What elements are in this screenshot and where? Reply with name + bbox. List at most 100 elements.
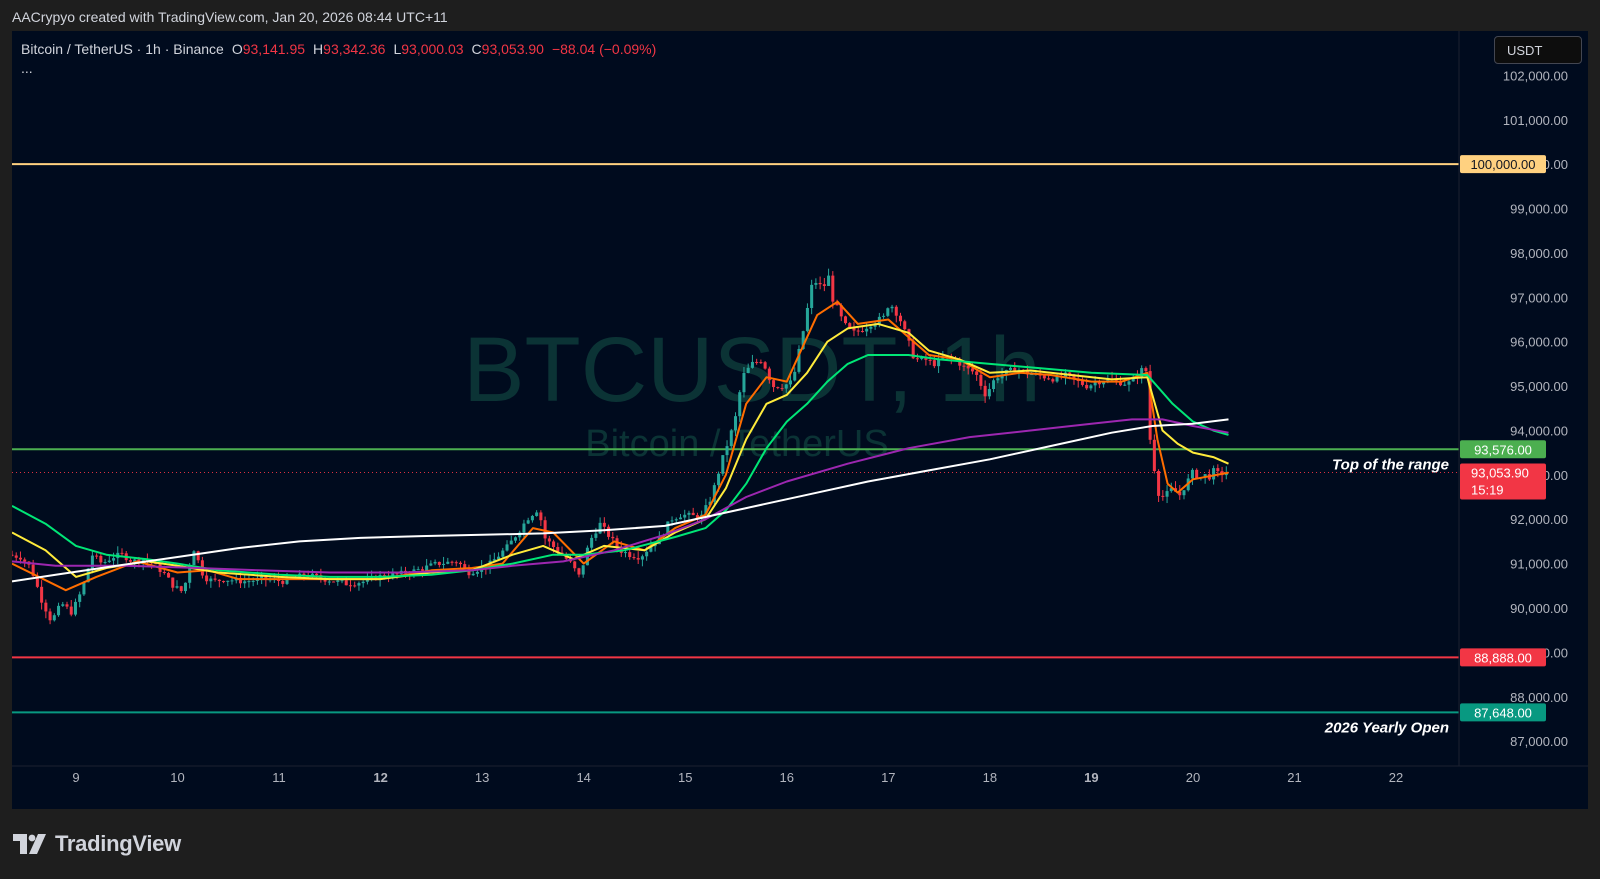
candle-body <box>238 577 242 584</box>
candle-body <box>607 526 611 537</box>
candle-body <box>1119 380 1123 386</box>
legend-low: 93,000.03 <box>401 41 464 57</box>
candle-body <box>44 602 48 612</box>
time-axis[interactable]: 9 10 11 12 13 14 15 16 17 18 19 20 21 22 <box>12 765 1588 785</box>
candle-body <box>996 378 1000 381</box>
time-tick-label: 11 <box>272 770 286 785</box>
chart-watermark: BTCUSDT, 1h Bitcoin / TetherUS <box>463 319 1041 465</box>
tradingview-icon <box>13 834 46 854</box>
candle-body <box>1144 368 1148 372</box>
candle-body <box>35 575 39 587</box>
candle-body <box>1195 469 1199 479</box>
candle-body <box>695 515 699 519</box>
legend-more-button[interactable]: ... <box>21 60 33 76</box>
candle-body <box>1042 375 1046 379</box>
candle-body <box>640 556 644 560</box>
candle-body <box>712 485 716 502</box>
candle-body <box>226 580 230 582</box>
candle-body <box>31 564 35 576</box>
candle-body <box>128 560 132 562</box>
candle-body <box>869 326 873 329</box>
candle-body <box>691 512 695 516</box>
candle-body <box>746 367 750 373</box>
candle-body <box>395 573 399 575</box>
candle-body <box>598 522 602 534</box>
last-price-badge <box>1460 463 1546 500</box>
candle-body <box>882 315 886 317</box>
candle-body <box>69 606 73 615</box>
candle-body <box>1178 491 1182 496</box>
candle-body <box>230 580 234 582</box>
candle-body <box>903 321 907 330</box>
candle-body <box>911 340 915 359</box>
candle-body <box>915 358 919 360</box>
candle-body <box>729 430 733 447</box>
candle-body <box>1000 374 1004 379</box>
candle-body <box>704 505 708 515</box>
candle-body <box>860 330 864 332</box>
candle-body <box>357 583 361 586</box>
candle-body <box>471 573 475 576</box>
candle-body <box>649 546 653 552</box>
brand-name: TradingView <box>55 831 181 856</box>
candle-body <box>167 573 171 578</box>
candle-body <box>205 575 209 582</box>
time-tick-label: 21 <box>1287 770 1301 785</box>
candle-body <box>222 581 226 583</box>
candle-body <box>458 562 463 565</box>
candle-body <box>429 563 433 566</box>
currency-button[interactable]: USDT <box>1494 36 1582 64</box>
time-tick-label: 15 <box>678 770 692 785</box>
candle-body <box>573 561 577 569</box>
candle-body <box>14 555 18 558</box>
candle-body <box>535 512 539 516</box>
candle-body <box>243 581 247 584</box>
candle-body <box>1089 385 1093 389</box>
candle-body <box>171 577 175 588</box>
price-tick-label: 98,000.00 <box>1510 246 1568 261</box>
price-axis[interactable]: 87,000.0088,000.0089,000.0090,000.0091,0… <box>1458 31 1568 766</box>
chart-area[interactable]: BTCUSDT, 1h Bitcoin / TetherUS Top of th… <box>12 31 1588 809</box>
candle-body <box>848 323 852 328</box>
candle-body <box>772 380 776 388</box>
candle-body <box>450 561 454 563</box>
legend-change: −88.04 (−0.09%) <box>551 41 657 57</box>
candle-body <box>332 581 336 583</box>
candle-body <box>784 384 788 389</box>
candle-body <box>302 573 306 576</box>
candle-body <box>814 282 818 285</box>
candle-body <box>1051 379 1055 382</box>
legend-high-label: H <box>313 41 324 57</box>
candle-body <box>52 615 56 621</box>
candle-body <box>420 569 424 571</box>
price-tick-label: 87,000.00 <box>1510 734 1568 749</box>
candle-body <box>962 365 966 367</box>
candle-body <box>513 537 518 541</box>
candle-body <box>103 562 107 564</box>
candle-body <box>509 540 513 545</box>
candle-body <box>120 552 124 554</box>
time-tick-label: 14 <box>576 770 590 785</box>
candle-body <box>983 385 987 397</box>
price-tick-label: 95,000.00 <box>1510 379 1568 394</box>
candle-body <box>763 362 767 369</box>
candle-body <box>154 563 158 565</box>
candle-body <box>979 374 983 386</box>
time-tick-label: 19 <box>1084 770 1098 785</box>
candle-body <box>18 557 22 560</box>
candle-body <box>505 544 509 551</box>
candle-body <box>547 538 551 542</box>
price-chart[interactable]: BTCUSDT, 1h Bitcoin / TetherUS Top of th… <box>12 31 1588 809</box>
ma-line-ema-fast <box>12 300 1229 592</box>
price-tick-label: 90,000.00 <box>1510 601 1568 616</box>
candle-body <box>987 389 991 397</box>
candle-body <box>1072 374 1076 379</box>
level-badge-level-88888 <box>1460 648 1546 667</box>
candle-body <box>247 581 251 583</box>
candle-body <box>1085 384 1089 389</box>
tradingview-logo[interactable]: TradingView <box>13 831 181 857</box>
candle-body <box>251 580 255 582</box>
candle-body <box>315 573 319 576</box>
price-tick-label: 101,000.00 <box>1503 113 1568 128</box>
candle-body <box>801 331 805 349</box>
